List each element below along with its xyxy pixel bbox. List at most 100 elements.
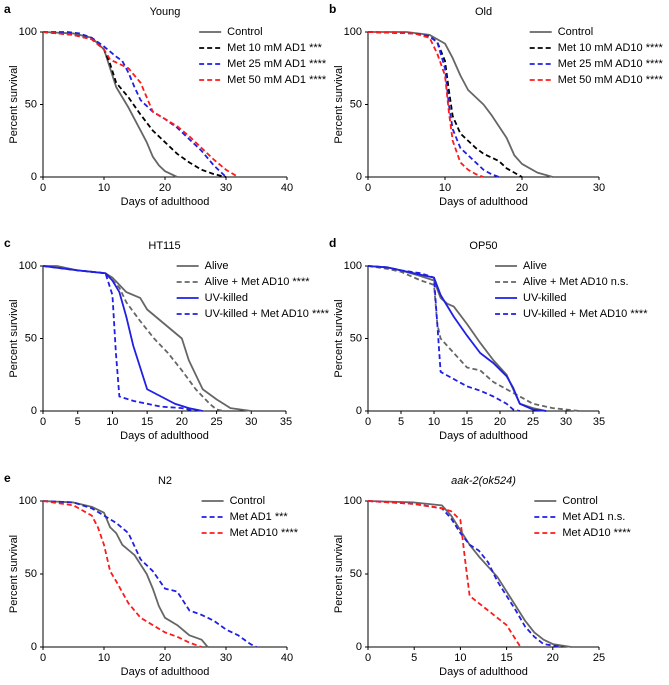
survival-line — [367, 31, 484, 178]
x-tick-label: 5 — [411, 652, 417, 664]
legend-label: Met 50 mM AD1 **** — [227, 74, 327, 86]
x-tick-label: 0 — [365, 416, 371, 428]
x-tick-label: 0 — [40, 182, 46, 194]
panel-letter: c — [4, 236, 11, 250]
survival-line — [42, 265, 196, 412]
survival-line — [367, 500, 563, 648]
x-tick-label: 20 — [159, 652, 171, 664]
legend-label: Met AD10 **** — [230, 527, 299, 539]
x-tick-label: 25 — [210, 416, 222, 428]
y-tick-label: 0 — [356, 405, 362, 417]
x-tick-label: 5 — [398, 416, 404, 428]
survival-line — [367, 500, 522, 648]
chart-title: N2 — [158, 475, 172, 487]
legend-label: Alive — [523, 260, 547, 272]
x-tick-label: 20 — [176, 416, 188, 428]
y-tick-label: 100 — [344, 260, 362, 272]
y-tick-label: 50 — [350, 98, 362, 110]
panel-letter: e — [4, 471, 11, 485]
legend-label: Met AD1 n.s. — [562, 511, 625, 523]
chart-title: HT115 — [148, 240, 180, 252]
x-tick-label: 30 — [220, 182, 232, 194]
legend-label: Met 25 mM AD1 **** — [227, 58, 327, 70]
survival-line — [367, 265, 547, 412]
x-tick-label: 30 — [560, 416, 572, 428]
x-tick-label: 40 — [281, 182, 293, 194]
legend-label: Alive — [205, 260, 229, 272]
y-tick-label: 50 — [25, 332, 37, 344]
y-tick-label: 0 — [356, 641, 362, 653]
survival-line — [367, 265, 520, 412]
chart-title: Young — [150, 6, 181, 18]
legend-label: UV-killed + Met AD10 **** — [205, 308, 330, 320]
x-tick-label: 15 — [500, 652, 512, 664]
legend-label: Control — [230, 495, 265, 507]
survival-line — [367, 500, 572, 648]
y-tick-label: 50 — [350, 332, 362, 344]
x-tick-label: 10 — [98, 652, 110, 664]
y-tick-label: 50 — [25, 98, 37, 110]
y-tick-label: 100 — [19, 260, 37, 272]
x-axis-label: Days of adulthood — [439, 196, 528, 208]
legend-label: UV-killed + Met AD10 **** — [523, 308, 648, 320]
survival-line — [42, 31, 178, 178]
survival-line — [367, 31, 523, 178]
survival-line — [42, 31, 239, 178]
y-tick-label: 50 — [350, 568, 362, 580]
survival-line — [42, 265, 224, 412]
x-tick-label: 10 — [428, 416, 440, 428]
x-tick-label: 35 — [593, 416, 605, 428]
x-tick-label: 30 — [220, 652, 232, 664]
y-tick-label: 0 — [31, 171, 37, 183]
y-tick-label: 50 — [25, 568, 37, 580]
x-axis-label: Days of adulthood — [121, 196, 210, 208]
legend-label: Met AD10 **** — [562, 527, 631, 539]
panel-letter: d — [329, 236, 336, 250]
legend-label: UV-killed — [523, 292, 566, 304]
x-tick-label: 30 — [245, 416, 257, 428]
x-tick-label: 10 — [98, 182, 110, 194]
survival-line — [42, 265, 203, 412]
x-tick-label: 5 — [75, 416, 81, 428]
x-tick-label: 20 — [494, 416, 506, 428]
x-tick-label: 20 — [159, 182, 171, 194]
panel-letter: a — [4, 2, 11, 16]
x-axis-label: Days of adulthood — [121, 666, 210, 678]
survival-line — [42, 31, 227, 178]
panel-letter: b — [329, 2, 336, 16]
x-axis-label: Days of adulthood — [120, 430, 209, 442]
x-tick-label: 20 — [516, 182, 528, 194]
y-tick-label: 0 — [356, 171, 362, 183]
legend-label: UV-killed — [205, 292, 248, 304]
legend-label: Met 50 mM AD10 **** — [558, 74, 664, 86]
x-tick-label: 25 — [593, 652, 605, 664]
legend-label: Met AD1 *** — [230, 511, 289, 523]
survival-line — [42, 500, 209, 648]
legend-label: Met 10 mM AD1 *** — [227, 42, 322, 54]
survival-line — [368, 31, 554, 178]
survival-line — [42, 500, 257, 648]
x-tick-label: 20 — [547, 652, 559, 664]
y-axis-label: Percent survival — [8, 299, 20, 377]
survival-line — [43, 31, 227, 178]
y-tick-label: 100 — [19, 26, 37, 38]
legend-label: Alive + Met AD10 n.s. — [523, 276, 628, 288]
survival-line — [367, 265, 580, 412]
y-tick-label: 0 — [31, 641, 37, 653]
y-tick-label: 0 — [31, 405, 37, 417]
y-tick-label: 100 — [19, 495, 37, 507]
chart-title: Old — [475, 6, 492, 18]
chart-title: aak-2(ok524) — [451, 475, 516, 487]
legend-label: Alive + Met AD10 **** — [205, 276, 311, 288]
x-tick-label: 10 — [106, 416, 118, 428]
x-tick-label: 40 — [281, 652, 293, 664]
x-tick-label: 35 — [280, 416, 292, 428]
x-tick-label: 15 — [141, 416, 153, 428]
legend-label: Control — [558, 26, 593, 38]
y-tick-label: 100 — [344, 26, 362, 38]
x-tick-label: 10 — [439, 182, 451, 194]
survival-line — [367, 31, 500, 178]
legend-label: Control — [227, 26, 262, 38]
